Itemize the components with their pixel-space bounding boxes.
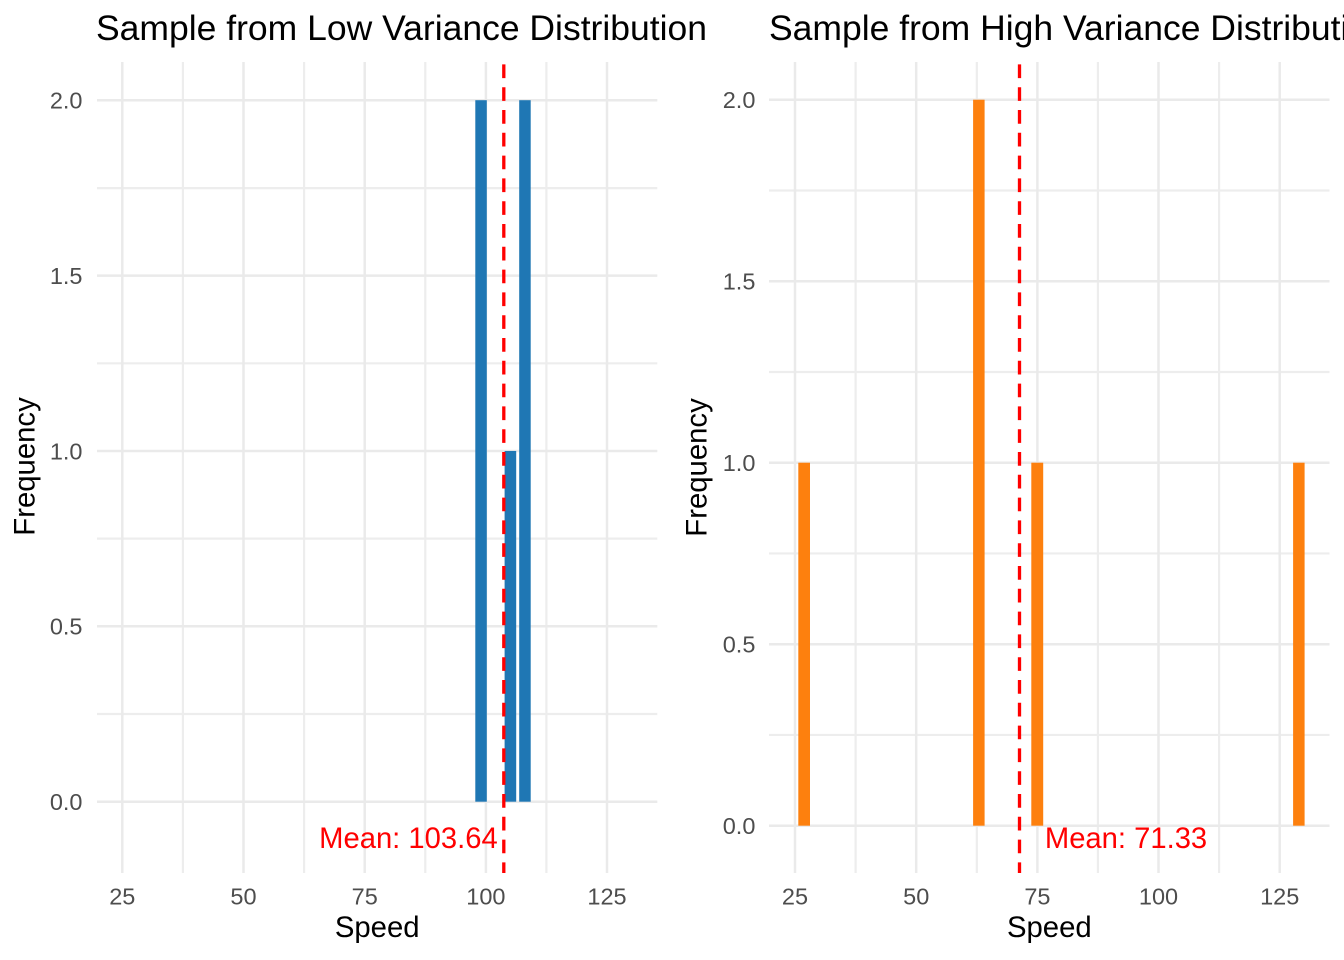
svg-text:2.0: 2.0 [723, 87, 756, 113]
svg-text:Speed: Speed [1007, 911, 1092, 944]
svg-text:0.5: 0.5 [50, 614, 83, 640]
svg-text:1.0: 1.0 [723, 450, 756, 476]
svg-text:0.0: 0.0 [50, 789, 83, 815]
svg-text:Frequency: Frequency [9, 397, 42, 536]
svg-text:Frequency: Frequency [681, 398, 714, 537]
svg-text:100: 100 [466, 883, 505, 909]
svg-text:50: 50 [903, 883, 929, 909]
svg-text:100: 100 [1139, 883, 1178, 909]
svg-text:1.5: 1.5 [723, 269, 756, 295]
svg-text:50: 50 [230, 883, 256, 909]
svg-text:1.5: 1.5 [50, 263, 83, 289]
svg-text:Speed: Speed [335, 911, 420, 944]
svg-text:75: 75 [352, 883, 378, 909]
svg-text:Mean: 71.33: Mean: 71.33 [1045, 823, 1207, 855]
svg-text:125: 125 [1260, 883, 1299, 909]
svg-text:25: 25 [782, 883, 808, 909]
svg-text:125: 125 [587, 883, 626, 909]
svg-text:1.0: 1.0 [50, 438, 83, 464]
svg-text:Sample from High Variance Dist: Sample from High Variance Distribution [769, 8, 1344, 48]
svg-text:Sample from Low Variance Distr: Sample from Low Variance Distribution [96, 8, 707, 48]
svg-text:25: 25 [109, 883, 135, 909]
svg-text:0.0: 0.0 [723, 813, 756, 839]
svg-text:Mean: 103.64: Mean: 103.64 [319, 823, 498, 855]
svg-text:0.5: 0.5 [723, 632, 756, 658]
svg-text:75: 75 [1024, 883, 1050, 909]
svg-text:2.0: 2.0 [50, 88, 83, 114]
